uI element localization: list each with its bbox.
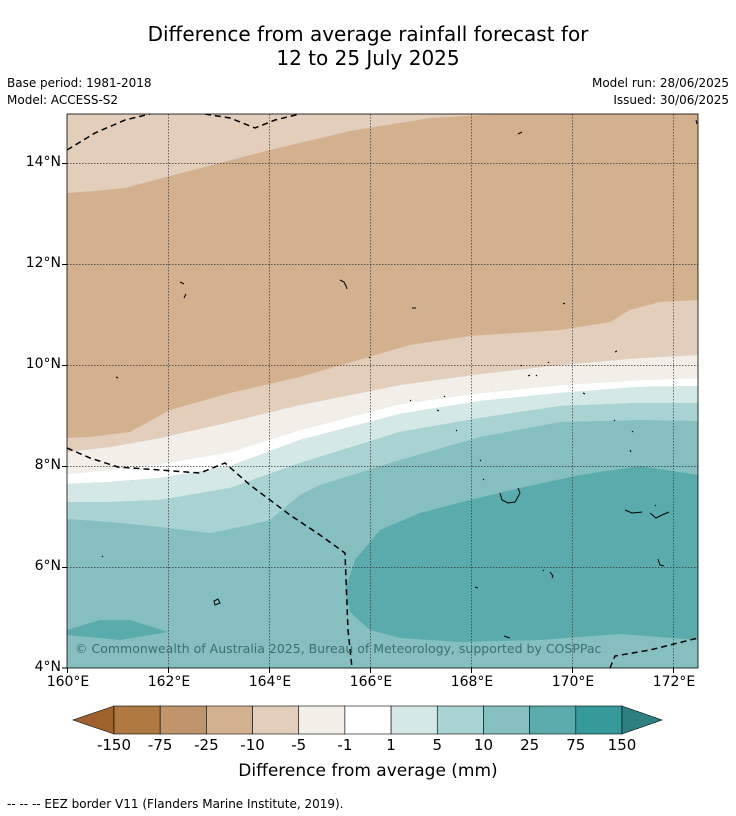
lon-label-162e: 162°E xyxy=(147,674,191,690)
model-run: Model run: 28/06/2025 xyxy=(591,76,729,90)
colorbar-tick-label: 10 xyxy=(473,736,493,754)
colorbar-segment xyxy=(206,705,253,735)
colorbar-segment xyxy=(252,705,300,735)
title-line-1: Difference from average rainfall forecas… xyxy=(147,22,589,46)
colorbar-segment xyxy=(529,705,577,735)
title-line-2: 12 to 25 July 2025 xyxy=(276,46,460,70)
lon-label-166e: 166°E xyxy=(349,674,393,690)
rainfall-field xyxy=(67,114,698,668)
eez-borders xyxy=(67,114,698,668)
lon-label-170e: 170°E xyxy=(551,674,595,690)
colorbar-arrow-low xyxy=(72,705,115,735)
issued-date: Issued: 30/06/2025 xyxy=(613,93,729,107)
colorbar-tick-label: 25 xyxy=(520,736,540,754)
colorbar-segment xyxy=(159,705,207,735)
graticule xyxy=(67,114,698,668)
colorbar-title: Difference from average (mm) xyxy=(238,761,498,781)
colorbar-tick-label: -5 xyxy=(291,736,307,754)
copyright-notice: © Commonwealth of Australia 2025, Bureau… xyxy=(75,641,602,656)
lat-label-8n: 8°N xyxy=(34,457,61,473)
band-wet-patch-sw xyxy=(67,620,168,640)
lon-label-172e: 172°E xyxy=(652,674,696,690)
colorbar-tick-label: -25 xyxy=(194,736,219,754)
band-wet-5-10 xyxy=(67,403,698,533)
meta-right: Model run: 28/06/2025 Issued: 30/06/2025 xyxy=(592,75,729,109)
colorbar-tick-label: -75 xyxy=(147,736,173,754)
colorbar xyxy=(72,705,663,735)
colorbar-tick-label: 75 xyxy=(566,736,586,754)
band-dry-1-5 xyxy=(67,355,698,474)
lat-label-12n: 12°N xyxy=(25,255,61,271)
lon-label-160e: 160°E xyxy=(46,674,90,690)
map-frame xyxy=(66,113,699,669)
lat-label-10n: 10°N xyxy=(25,356,61,372)
map-title: Difference from average rainfall forecas… xyxy=(0,22,736,70)
axis-ticks xyxy=(62,163,674,673)
lat-label-14n: 14°N xyxy=(25,154,61,170)
meta-left: Base period: 1981-2018 Model: ACCESS-S2 xyxy=(7,75,152,109)
band-wet-1-5 xyxy=(67,386,698,502)
colorbar-arrow-high xyxy=(621,705,663,735)
colorbar-tick-label: -10 xyxy=(240,736,265,754)
colorbar-tick-label: 150 xyxy=(607,736,637,754)
lon-label-168e: 168°E xyxy=(450,674,494,690)
lon-label-164e: 164°E xyxy=(248,674,292,690)
band-near-zero xyxy=(67,378,698,484)
band-dry-10-25 xyxy=(67,114,698,438)
colorbar-tick-label: 5 xyxy=(432,736,443,754)
lat-label-4n: 4°N xyxy=(34,659,61,675)
colorbar-tick-label: -150 xyxy=(96,736,132,754)
band-wet-25-75 xyxy=(345,466,698,642)
colorbar-segment xyxy=(344,705,392,735)
islands xyxy=(101,119,698,639)
model-name: Model: ACCESS-S2 xyxy=(7,93,119,107)
colorbar-segment xyxy=(575,705,623,735)
eez-footnote: -- -- -- EEZ border V11 (Flanders Marine… xyxy=(7,797,344,811)
colorbar-segment xyxy=(113,705,161,735)
colorbar-segment xyxy=(483,705,530,735)
colorbar-tick-label: -1 xyxy=(337,736,353,754)
colorbar-segment xyxy=(298,705,346,735)
lat-label-6n: 6°N xyxy=(34,558,61,574)
base-period: Base period: 1981-2018 xyxy=(7,76,152,90)
colorbar-tick-label: 1 xyxy=(386,736,396,754)
colorbar-segment xyxy=(390,705,438,735)
colorbar-segment xyxy=(436,705,484,735)
